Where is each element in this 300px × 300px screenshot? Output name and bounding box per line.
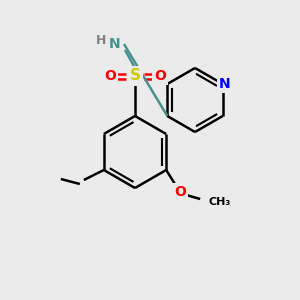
Text: CH₃: CH₃	[208, 197, 230, 207]
Text: S: S	[130, 68, 140, 83]
Text: O: O	[154, 69, 166, 83]
Text: O: O	[104, 69, 116, 83]
Text: O: O	[174, 185, 186, 199]
Text: N: N	[109, 37, 121, 51]
Text: N: N	[219, 77, 230, 91]
Text: H: H	[96, 34, 106, 46]
